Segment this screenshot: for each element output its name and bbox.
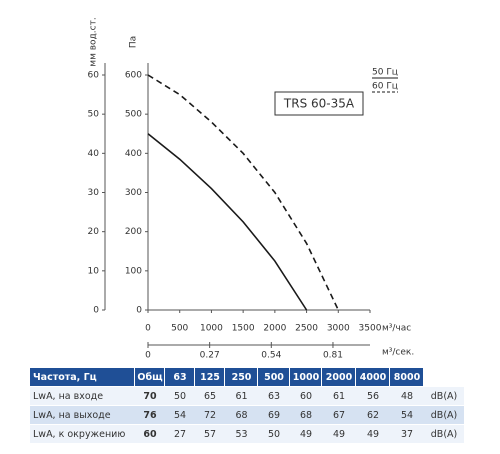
y2-tick-label: 0 — [93, 306, 99, 316]
header-text: Общ — [137, 372, 163, 383]
header-text: 8000 — [394, 372, 421, 383]
header-cell — [290, 368, 321, 386]
x-tick-label: 3500 — [359, 324, 382, 334]
cell-text: dB(A) — [431, 429, 457, 440]
x-tick-label: 2500 — [295, 324, 318, 334]
x2-tick-label: 0.81 — [323, 351, 343, 361]
cell-text: 61 — [235, 391, 247, 402]
header-text: 2000 — [326, 372, 353, 383]
x2-tick-label: 0 — [145, 351, 151, 361]
cell-text: 60 — [300, 391, 312, 402]
x2-axis-label: м³/сек. — [382, 348, 414, 358]
cell-text: 68 — [235, 410, 247, 421]
series-line — [147, 133, 308, 311]
header-text: 63 — [173, 372, 186, 383]
y-tick-label: 100 — [125, 266, 142, 276]
x-tick-label: 3000 — [327, 324, 350, 334]
cell-text: 37 — [401, 429, 413, 440]
cell-text: 61 — [333, 391, 345, 402]
cell-text: 50 — [268, 429, 280, 440]
cell-text: 70 — [143, 391, 157, 402]
row-bg — [30, 406, 464, 424]
cell-text: 60 — [143, 429, 157, 440]
cell-text: 27 — [174, 429, 186, 440]
x-tick-label: 2000 — [263, 324, 286, 334]
header-text: 500 — [264, 372, 284, 383]
x-tick-label: 0 — [145, 324, 151, 334]
header-cell — [390, 368, 423, 386]
cell-text: 49 — [300, 429, 312, 440]
cell-text: 48 — [401, 391, 413, 402]
cell-text: 56 — [367, 391, 379, 402]
header-cell — [30, 368, 134, 386]
cell-text: dB(A) — [431, 391, 457, 402]
header-text: 1000 — [293, 372, 320, 383]
chart-title: TRS 60-35A — [283, 97, 355, 111]
cell-text: 62 — [367, 410, 379, 421]
y-tick-label: 300 — [125, 188, 142, 198]
cell-text: 53 — [235, 429, 247, 440]
y-tick-label: 600 — [125, 71, 142, 81]
y2-tick-label: 60 — [88, 71, 100, 81]
header-text: 125 — [200, 372, 220, 383]
header-text: 4000 — [360, 372, 387, 383]
y2-axis-label: мм вод.ст. — [89, 17, 99, 66]
row-bg — [30, 387, 464, 405]
y2-tick-label: 10 — [88, 266, 100, 276]
header-text: Частота, Гц — [33, 372, 97, 383]
legend-label: 50 Гц — [372, 68, 398, 78]
cell-text: 49 — [367, 429, 379, 440]
cell-text: 68 — [300, 410, 312, 421]
y-tick-label: 200 — [125, 227, 142, 237]
series-line — [147, 74, 340, 311]
cell-text: 69 — [268, 410, 280, 421]
x-tick-label: 500 — [171, 324, 188, 334]
header-cell — [135, 368, 164, 386]
cell-text: dB(A) — [431, 410, 457, 421]
header-cell — [165, 368, 194, 386]
cell-text: 67 — [333, 410, 345, 421]
cell-text: 63 — [268, 391, 280, 402]
y-tick-label: 0 — [136, 306, 142, 316]
y-tick-label: 500 — [125, 110, 142, 120]
cell-text: 57 — [204, 429, 216, 440]
y2-tick-label: 20 — [88, 227, 100, 237]
header-cell — [322, 368, 355, 386]
cell-text: 49 — [333, 429, 345, 440]
y2-tick-label: 40 — [88, 149, 100, 159]
cell-text: 50 — [174, 391, 186, 402]
cell-text: 72 — [204, 410, 216, 421]
x2-tick-label: 0.27 — [200, 351, 220, 361]
cell-text: LwA, на входе — [33, 391, 103, 402]
cell-text: 65 — [204, 391, 216, 402]
header-cell — [195, 368, 224, 386]
x2-tick-label: 0.54 — [261, 351, 281, 361]
cell-text: 54 — [401, 410, 413, 421]
cell-text: 76 — [143, 410, 157, 421]
y2-tick-label: 50 — [88, 110, 100, 120]
row-bg — [30, 425, 464, 443]
x-axis-label: м³/час — [382, 324, 411, 334]
y2-tick-label: 30 — [88, 188, 100, 198]
cell-text: LwA, на выходе — [33, 410, 111, 421]
cell-text: 54 — [174, 410, 186, 421]
title-box — [274, 91, 364, 116]
header-cell — [258, 368, 289, 386]
y-tick-label: 400 — [125, 149, 142, 159]
header-cell — [356, 368, 389, 386]
header-cell — [225, 368, 257, 386]
x-tick-label: 1000 — [200, 324, 223, 334]
header-text: 250 — [232, 372, 252, 383]
y-axis-label: Па — [129, 36, 139, 48]
legend-label: 60 Гц — [372, 82, 398, 92]
cell-text: LwA, к окружению — [33, 429, 125, 440]
x-tick-label: 1500 — [232, 324, 255, 334]
